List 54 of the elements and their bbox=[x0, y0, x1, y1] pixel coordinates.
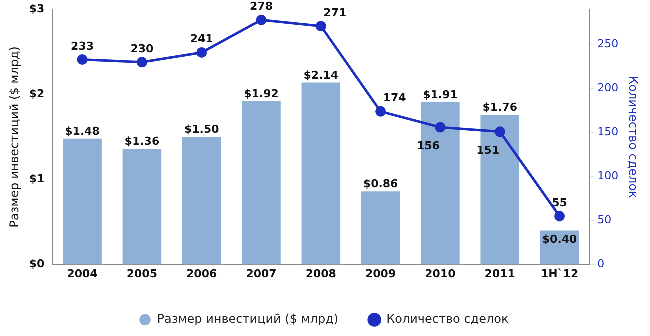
point bbox=[136, 57, 148, 68]
data-label: 55 bbox=[552, 196, 568, 210]
x-tick-label: 1H`12 bbox=[540, 267, 579, 280]
data-label: 271 bbox=[324, 6, 347, 20]
data-label: $1.76 bbox=[482, 101, 518, 114]
y2-tick-label: 0 bbox=[598, 258, 605, 271]
x-tick-label: 2007 bbox=[246, 267, 277, 280]
bar bbox=[182, 137, 222, 265]
point bbox=[316, 21, 326, 32]
data-label: 241 bbox=[190, 32, 214, 46]
y-tick-label: $3 bbox=[29, 2, 45, 16]
point bbox=[256, 14, 267, 26]
y2-axis-title: Количество сделок bbox=[626, 76, 641, 198]
bar bbox=[361, 192, 400, 265]
y-axis-title: Размер инвестиций ($ млрд) bbox=[7, 46, 22, 228]
data-label: $1.50 bbox=[184, 123, 220, 136]
legend-label: Размер инвестиций ($ млрд) bbox=[157, 312, 339, 326]
data-label: $1.36 bbox=[124, 135, 160, 148]
legend-label: Количество сделок bbox=[386, 312, 509, 326]
point bbox=[77, 54, 88, 66]
y2-tick-label: 100 bbox=[598, 170, 619, 183]
bar bbox=[63, 138, 102, 265]
point bbox=[435, 122, 446, 133]
bar bbox=[122, 149, 162, 265]
data-label: $1.91 bbox=[423, 88, 458, 102]
x-tick-label: 2008 bbox=[306, 267, 336, 280]
data-label: 230 bbox=[130, 42, 154, 56]
y-tick-label: $2 bbox=[29, 88, 45, 101]
y2-tick-label: 150 bbox=[598, 126, 619, 139]
y2-tick-label: 250 bbox=[598, 38, 619, 51]
data-label: 174 bbox=[383, 92, 407, 105]
point bbox=[376, 106, 386, 117]
x-tick-label: 2005 bbox=[126, 267, 158, 280]
data-label: 233 bbox=[71, 40, 94, 53]
y2-tick-label: 50 bbox=[598, 214, 612, 227]
x-tick-label: 2011 bbox=[484, 267, 516, 280]
x-tick-label: 2004 bbox=[67, 267, 98, 280]
data-label: $1.48 bbox=[65, 124, 100, 138]
point bbox=[554, 211, 566, 222]
x-tick-label: 2006 bbox=[186, 267, 218, 280]
y-tick-label: $0 bbox=[29, 258, 46, 271]
data-label: 278 bbox=[250, 0, 273, 14]
data-label: $0.86 bbox=[363, 178, 399, 191]
point bbox=[494, 126, 506, 138]
y2-tick-label: 200 bbox=[598, 82, 619, 95]
bar bbox=[302, 82, 341, 265]
point bbox=[196, 47, 208, 58]
y-tick-label: $1 bbox=[29, 172, 45, 186]
x-tick-label: 2010 bbox=[425, 267, 456, 280]
data-label: $0.40 bbox=[542, 233, 578, 246]
x-tick-label: 2009 bbox=[366, 267, 396, 280]
bar bbox=[242, 101, 281, 265]
data-label: $2.14 bbox=[304, 68, 339, 82]
data-label: $1.92 bbox=[244, 87, 279, 100]
